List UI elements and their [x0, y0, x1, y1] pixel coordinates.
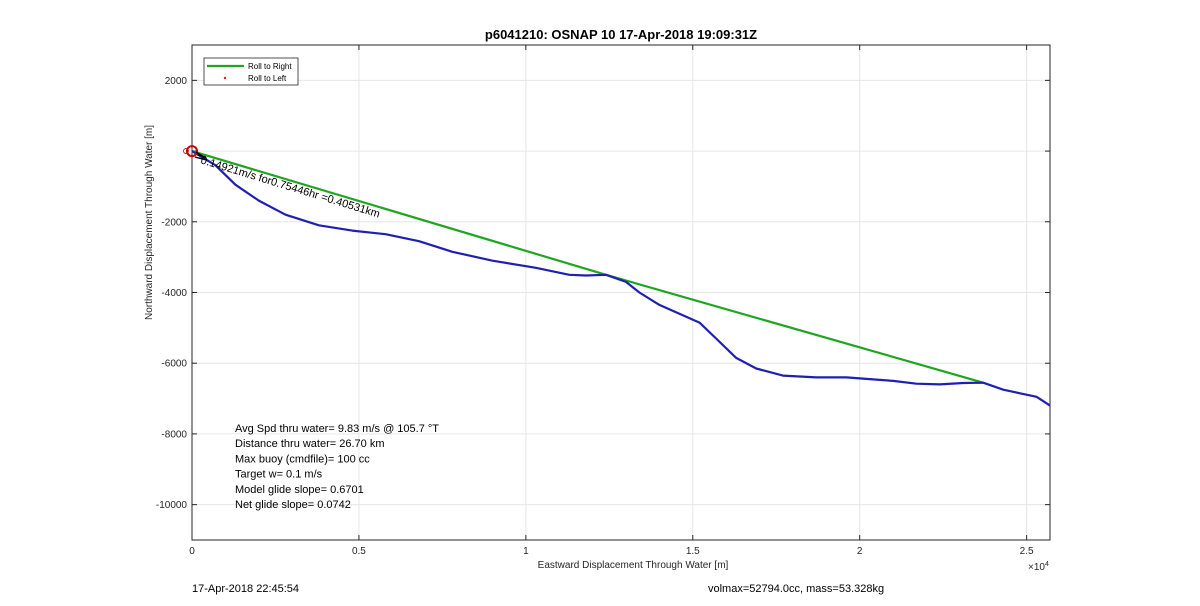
start-marker-circle: [186, 145, 198, 158]
stats-annotation-line: Target w= 0.1 m/s: [235, 469, 323, 481]
x-axis-exponent-base: ×10: [1028, 562, 1045, 573]
y-tick-label: -6000: [161, 359, 187, 370]
footer-volmax-mass: volmax=52794.0cc, mass=53.328kg: [708, 583, 885, 595]
x-tick-label: 2: [857, 546, 863, 557]
footer-timestamp: 17-Apr-2018 22:45:54: [192, 583, 300, 595]
axes: 0 0.5 1 1.5 2 2.5 -10000 -8000 -6000 -4000 -2000 20…: [156, 44, 1051, 557]
legend-label: Roll to Left: [248, 74, 287, 83]
legend: Roll to Right Roll to Left: [203, 57, 299, 86]
axes-box: [191, 44, 1051, 541]
legend-label: Roll to Right: [248, 62, 292, 71]
x-axis-label: Eastward Displacement Through Water [m]: [538, 560, 729, 571]
grid-lines: [191, 45, 1050, 540]
x-axis-exponent-power: 4: [1045, 561, 1049, 568]
legend-box: [203, 57, 299, 86]
y-axis-label: Northward Displacement Through Water [m]: [144, 125, 155, 320]
x-tick-label: 1.5: [686, 546, 700, 557]
stats-annotation-line: Distance thru water= 26.70 km: [235, 438, 385, 450]
legend-swatch-dot: [223, 76, 227, 80]
y-tick-label: -2000: [161, 217, 187, 228]
stats-annotation-line: Max buoy (cmdfile)= 100 cc: [235, 453, 370, 465]
heading-arrows: [194, 151, 208, 161]
series-line-trajectory: [191, 150, 1051, 407]
stats-annotation-line: Avg Spd thru water= 9.83 m/s @ 105.7 °T: [235, 423, 439, 435]
x-axis-exponent: ×104: [1028, 561, 1049, 573]
y-tick-label: -4000: [161, 288, 187, 299]
stats-annotation-line: Net glide slope= 0.0742: [235, 499, 351, 511]
annotations: Avg Spd thru water= 9.83 m/s @ 105.7 °T D…: [235, 423, 439, 511]
stats-annotation-line: Model glide slope= 0.6701: [235, 484, 364, 496]
chart-title: p6041210: OSNAP 10 17-Apr-2018 19:09:31Z: [485, 27, 757, 42]
y-tick-label: -8000: [161, 429, 187, 440]
x-tick-label: 2.5: [1020, 546, 1034, 557]
y-tick-label: -10000: [156, 500, 188, 511]
x-tick-label: 0.5: [352, 546, 366, 557]
x-tick-label: 1: [523, 546, 529, 557]
roll-left-marker: [183, 148, 189, 154]
y-tick-label: 2000: [165, 76, 188, 87]
x-tick-label: 0: [189, 546, 195, 557]
series-group: [191, 150, 1051, 407]
